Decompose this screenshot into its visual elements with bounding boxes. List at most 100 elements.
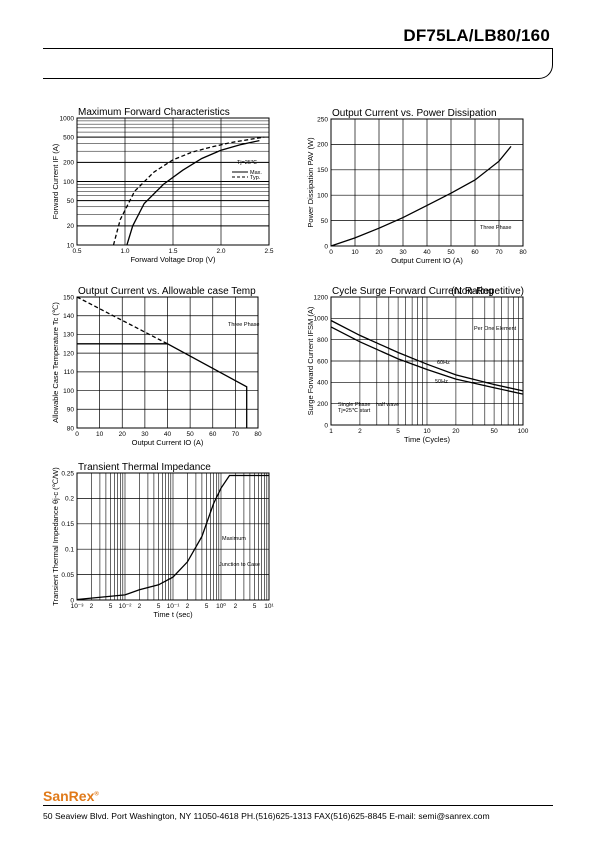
x-tick-label: 30 — [399, 249, 407, 256]
x-tick-label: 0.5 — [72, 248, 81, 255]
x-tick-label: 5 — [109, 603, 113, 610]
x-axis-label: Output Current IO (A) — [391, 256, 463, 265]
y-axis-label: Power Dissipation PAV (W) — [306, 137, 315, 228]
y-tick-label: 140 — [63, 313, 74, 320]
x-tick-label: 10⁻³ — [71, 603, 85, 610]
chart-annotation: half wave — [376, 402, 399, 408]
chart-annotation: 50Hz — [435, 379, 448, 385]
y-tick-label: 150 — [63, 294, 74, 301]
y-tick-label: 0.05 — [61, 572, 74, 579]
x-axis-label: Time t (sec) — [153, 610, 193, 619]
chart-annotation: Three Phase — [228, 322, 260, 328]
x-tick-label: 2 — [138, 603, 142, 610]
y-tick-label: 100 — [63, 388, 74, 395]
y-tick-label: 250 — [317, 116, 328, 123]
chart-pow: 0 10 20 30 40 50 60 70 80 0 50 100 150 200 250 Output C… — [306, 108, 527, 265]
series-line — [330, 319, 524, 392]
x-tick-label: 30 — [141, 431, 149, 438]
y-tick-label: 0 — [70, 597, 74, 604]
series-line — [112, 136, 265, 246]
x-tick-label: 2.0 — [216, 248, 225, 255]
x-tick-label: 80 — [519, 249, 527, 256]
chart-annotation: 60Hz — [437, 360, 450, 366]
chart-annotation: Tj=25℃ — [237, 160, 258, 166]
x-tick-label: 10 — [423, 428, 431, 435]
chart-annotation: Three Phase — [480, 225, 512, 231]
chart-subtitle: (Non-Repetitive) — [451, 286, 524, 297]
y-tick-label: 90 — [67, 407, 75, 414]
x-tick-label: 60 — [471, 249, 479, 256]
chart-case: 0 10 20 30 40 50 60 70 80 80 90 100 110 120 130 140 150 O… — [51, 286, 262, 447]
plot-frame — [76, 296, 259, 429]
x-tick-label: 20 — [119, 431, 127, 438]
series-line — [76, 474, 269, 601]
x-tick-label: 10 — [96, 431, 104, 438]
x-tick-label: 10 — [351, 249, 359, 256]
x-tick-label: 40 — [164, 431, 172, 438]
x-tick-label: 0 — [75, 431, 79, 438]
y-tick-label: 1000 — [60, 115, 75, 122]
x-tick-label: 70 — [495, 249, 503, 256]
x-tick-label: 10¹ — [264, 603, 274, 610]
x-axis-label: Forward Voltage Drop (V) — [130, 255, 216, 264]
y-tick-label: 150 — [317, 167, 328, 174]
y-tick-label: 0 — [324, 243, 328, 250]
y-tick-label: 100 — [63, 179, 74, 186]
x-tick-label: 50 — [187, 431, 195, 438]
y-tick-label: 50 — [321, 218, 329, 225]
chart-annotation: Tj=25℃ start — [338, 408, 371, 414]
y-tick-label: 130 — [63, 332, 74, 339]
y-tick-label: 0.2 — [65, 496, 74, 503]
chart-annotation: Per One Element — [474, 326, 517, 332]
x-tick-label: 70 — [232, 431, 240, 438]
series-line — [77, 343, 248, 428]
chart-thermal: 10⁻³ 2 5 10⁻² 2 5 10⁻¹ 2 5 10⁰ 2 5 10¹ 0 0.05 0.1 0.15 0.… — [51, 462, 275, 619]
y-axis-label: Surge Forward Current IFSM (A) — [306, 306, 315, 415]
chart-title: Maximum Forward Characteristics — [78, 107, 230, 118]
series-line — [76, 296, 168, 345]
series-line — [126, 139, 260, 246]
chart-annotation: Single Phase — [338, 402, 370, 408]
x-tick-label: 80 — [254, 431, 262, 438]
x-tick-label: 50 — [447, 249, 455, 256]
x-tick-label: 2 — [358, 428, 362, 435]
chart-title: Output Current vs. Power Dissipation — [332, 108, 497, 119]
legend-max-label: Max. — [250, 170, 262, 176]
y-tick-label: 10 — [67, 242, 75, 249]
y-tick-label: 80 — [67, 425, 75, 432]
chart-annotation: Maximum — [222, 536, 246, 542]
plot-frame — [76, 472, 270, 601]
x-tick-label: 50 — [490, 428, 498, 435]
chart-title: Output Current vs. Allowable case Temp — [78, 286, 256, 297]
x-tick-label: 2 — [90, 603, 94, 610]
x-tick-label: 5 — [157, 603, 161, 610]
y-axis-label: Allowable Case Temperature Tc (℃) — [51, 302, 60, 423]
y-tick-label: 120 — [63, 350, 74, 357]
y-tick-label: 200 — [317, 142, 328, 149]
chart-annotation: Junction to Case — [219, 562, 260, 568]
x-tick-label: 60 — [209, 431, 217, 438]
plot-frame — [330, 296, 524, 426]
chart-title: Transient Thermal Impedance — [78, 462, 211, 473]
plot-frame — [330, 118, 524, 247]
x-tick-label: 2.5 — [264, 248, 273, 255]
y-tick-label: 600 — [317, 358, 328, 365]
x-axis-label: Time (Cycles) — [404, 435, 450, 444]
x-tick-label: 10⁻² — [119, 603, 133, 610]
y-axis-label: Transient Thermal Impedance θj-c (℃/W) — [51, 467, 60, 606]
x-tick-label: 5 — [205, 603, 209, 610]
x-tick-label: 5 — [253, 603, 257, 610]
y-tick-label: 20 — [67, 223, 75, 230]
x-tick-label: 20 — [452, 428, 460, 435]
x-tick-label: 0 — [329, 249, 333, 256]
plot-frame — [76, 117, 270, 246]
y-tick-label: 500 — [63, 134, 74, 141]
x-tick-label: 5 — [396, 428, 400, 435]
y-tick-label: 50 — [67, 198, 75, 205]
y-tick-label: 200 — [317, 401, 328, 408]
document-title: DF75LA/LB80/160 — [403, 26, 550, 45]
sanrex-logo: SanRex® — [43, 788, 99, 804]
series-line — [330, 145, 512, 247]
